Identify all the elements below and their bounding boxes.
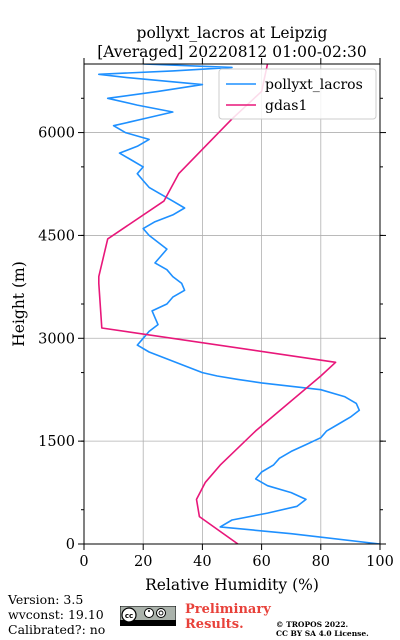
cc-by-sa-logo: cc (120, 606, 176, 626)
x-tick-label: 0 (79, 554, 88, 570)
y-tick-label: 0 (66, 537, 75, 553)
y-tick-label: 1500 (38, 434, 75, 450)
x-axis-label: Relative Humidity (%) (145, 576, 319, 594)
x-tick-label: 20 (134, 554, 152, 570)
legend-label-pollyxt: pollyxt_lacros (265, 77, 363, 93)
y-axis-label: Height (m) (10, 261, 28, 347)
x-tick-label: 100 (366, 554, 394, 570)
preliminary-results-note: Preliminary Results. (185, 602, 271, 632)
series-layer (98, 64, 380, 544)
copyright-text-2: CC BY SA 4.0 License. (276, 629, 369, 638)
plot-frame (83, 63, 381, 545)
legend-box (218, 68, 377, 120)
calibrated-text: Calibrated?: no (8, 622, 106, 637)
y-tick-label: 4500 (38, 228, 75, 244)
copyright-text-1: © TROPOS 2022. (276, 620, 349, 629)
version-text: Version: 3.5 (8, 592, 84, 607)
copyright-note: © TROPOS 2022. CC BY SA 4.0 License. (276, 620, 369, 638)
series-line-pollyxt-lacros (98, 64, 380, 544)
y-tick-label: 3000 (38, 331, 75, 347)
chart-title-line-2: [Averaged] 20220812 01:00-02:30 (97, 43, 367, 61)
svg-text:cc: cc (125, 612, 133, 620)
legend: pollyxt_lacros gdas1 (218, 68, 377, 120)
series-line-gdas1 (98, 64, 337, 544)
axis-ticks: 0 20 40 60 80 100 0 1500 3000 4500 6000 (38, 58, 394, 570)
chart-title-line-1: pollyxt_lacros at Leipzig (137, 24, 328, 42)
x-tick-label: 80 (312, 554, 330, 570)
y-tick-label: 6000 (38, 126, 75, 142)
footer-info: Version: 3.5 wvconst: 19.10 Calibrated?:… (8, 592, 105, 637)
humidity-profile-chart: pollyxt_lacros at Leipzig [Averaged] 202… (10, 24, 394, 594)
wvconst-text: wvconst: 19.10 (8, 607, 104, 622)
x-tick-label: 40 (193, 554, 211, 570)
preliminary-text-2: Results. (185, 617, 244, 632)
legend-label-gdas1: gdas1 (265, 98, 307, 114)
x-tick-label: 60 (252, 554, 270, 570)
preliminary-text-1: Preliminary (185, 602, 271, 617)
grid-lines (84, 64, 380, 544)
